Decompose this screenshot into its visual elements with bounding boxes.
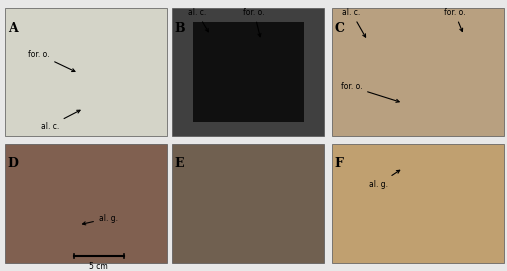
Text: A: A [8, 22, 17, 35]
FancyBboxPatch shape [332, 144, 504, 263]
Text: E: E [175, 157, 185, 170]
FancyBboxPatch shape [5, 144, 167, 263]
Text: B: B [175, 22, 186, 35]
Text: C: C [335, 22, 345, 35]
Text: D: D [8, 157, 18, 170]
Text: al. c.: al. c. [188, 8, 208, 32]
Text: F: F [335, 157, 344, 170]
Text: 5 cm: 5 cm [90, 262, 108, 270]
FancyBboxPatch shape [172, 8, 324, 136]
Text: al. c.: al. c. [342, 8, 366, 37]
Text: for. o.: for. o. [28, 50, 75, 72]
FancyBboxPatch shape [193, 22, 304, 122]
FancyBboxPatch shape [172, 144, 324, 263]
Text: for. o.: for. o. [341, 82, 399, 102]
FancyBboxPatch shape [332, 8, 504, 136]
Text: al. g.: al. g. [83, 214, 118, 225]
Text: al. g.: al. g. [369, 170, 400, 189]
FancyBboxPatch shape [5, 8, 167, 136]
Text: al. c.: al. c. [41, 110, 80, 131]
Text: for. o.: for. o. [444, 8, 465, 31]
Text: for. o.: for. o. [243, 8, 265, 37]
